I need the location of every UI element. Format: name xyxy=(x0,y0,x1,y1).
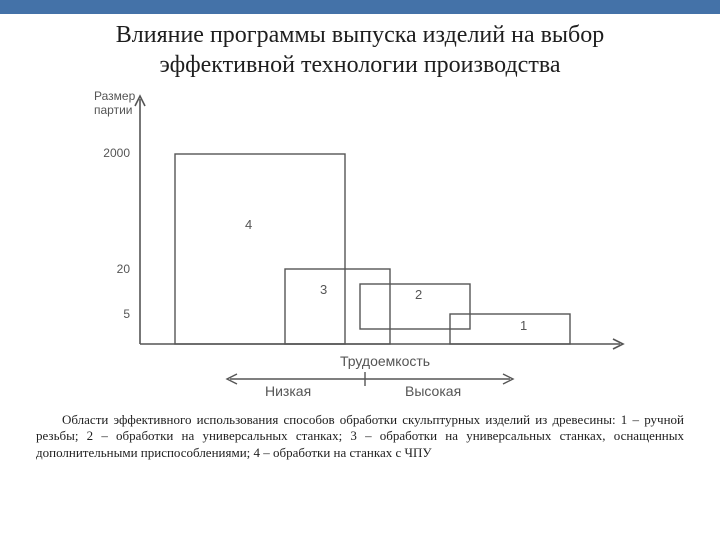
region-box-3 xyxy=(285,269,390,344)
high-label: Высокая xyxy=(405,383,461,399)
region-label-2: 2 xyxy=(415,287,422,302)
y-tick-20: 20 xyxy=(117,262,130,276)
region-box-4 xyxy=(175,154,345,344)
y-axis-label: Размер партии xyxy=(94,90,135,118)
y-tick-5: 5 xyxy=(123,307,130,321)
region-label-3: 3 xyxy=(320,282,327,297)
slide-title: Влияние программы выпуска изделий на выб… xyxy=(30,20,690,80)
chart-area: Размер партии 2000 20 5 4 3 2 1 Трудоемк… xyxy=(60,84,660,404)
region-label-1: 1 xyxy=(520,318,527,333)
low-label: Низкая xyxy=(265,383,311,399)
y-axis-label-line2: партии xyxy=(94,103,132,117)
title-line-1: Влияние программы выпуска изделий на выб… xyxy=(30,20,690,50)
title-line-2: эффективной технологии производства xyxy=(30,50,690,80)
y-tick-2000: 2000 xyxy=(103,146,130,160)
chart-svg: 4 3 2 1 Трудоемкость Низкая Высокая xyxy=(60,84,660,404)
top-accent-bar xyxy=(0,0,720,14)
x-axis-label: Трудоемкость xyxy=(340,353,430,369)
caption-text: Области эффективного использования спосо… xyxy=(36,412,684,461)
region-label-4: 4 xyxy=(245,217,252,232)
y-axis-label-line1: Размер xyxy=(94,89,135,103)
